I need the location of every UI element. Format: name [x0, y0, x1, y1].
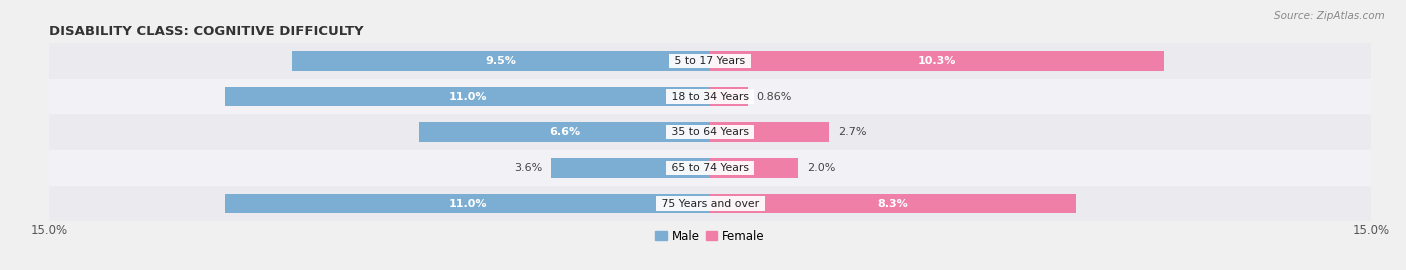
Bar	[49, 79, 1371, 114]
Legend: Male, Female: Male, Female	[651, 225, 769, 248]
Bar	[710, 87, 748, 106]
Text: 5 to 17 Years: 5 to 17 Years	[671, 56, 749, 66]
Text: 18 to 34 Years: 18 to 34 Years	[668, 92, 752, 102]
Bar	[710, 158, 799, 178]
Bar	[225, 194, 710, 213]
Text: 11.0%: 11.0%	[449, 198, 486, 209]
Bar	[710, 51, 1164, 71]
Text: 3.6%: 3.6%	[515, 163, 543, 173]
Bar	[49, 43, 1371, 79]
Text: 9.5%: 9.5%	[485, 56, 516, 66]
Text: 10.3%: 10.3%	[918, 56, 956, 66]
Text: 75 Years and over: 75 Years and over	[658, 198, 762, 209]
Text: 2.7%: 2.7%	[838, 127, 866, 137]
Text: 6.6%: 6.6%	[550, 127, 581, 137]
Bar	[291, 51, 710, 71]
Bar	[225, 87, 710, 106]
Text: 35 to 64 Years: 35 to 64 Years	[668, 127, 752, 137]
Text: 2.0%: 2.0%	[807, 163, 835, 173]
Bar	[551, 158, 710, 178]
Bar	[710, 123, 830, 142]
Bar	[710, 194, 1076, 213]
Text: DISABILITY CLASS: COGNITIVE DIFFICULTY: DISABILITY CLASS: COGNITIVE DIFFICULTY	[49, 25, 364, 38]
Text: 11.0%: 11.0%	[449, 92, 486, 102]
Bar	[419, 123, 710, 142]
Text: 8.3%: 8.3%	[877, 198, 908, 209]
Bar	[49, 114, 1371, 150]
Text: Source: ZipAtlas.com: Source: ZipAtlas.com	[1274, 11, 1385, 21]
Bar	[49, 186, 1371, 221]
Text: 0.86%: 0.86%	[756, 92, 792, 102]
Text: 65 to 74 Years: 65 to 74 Years	[668, 163, 752, 173]
Bar	[49, 150, 1371, 186]
